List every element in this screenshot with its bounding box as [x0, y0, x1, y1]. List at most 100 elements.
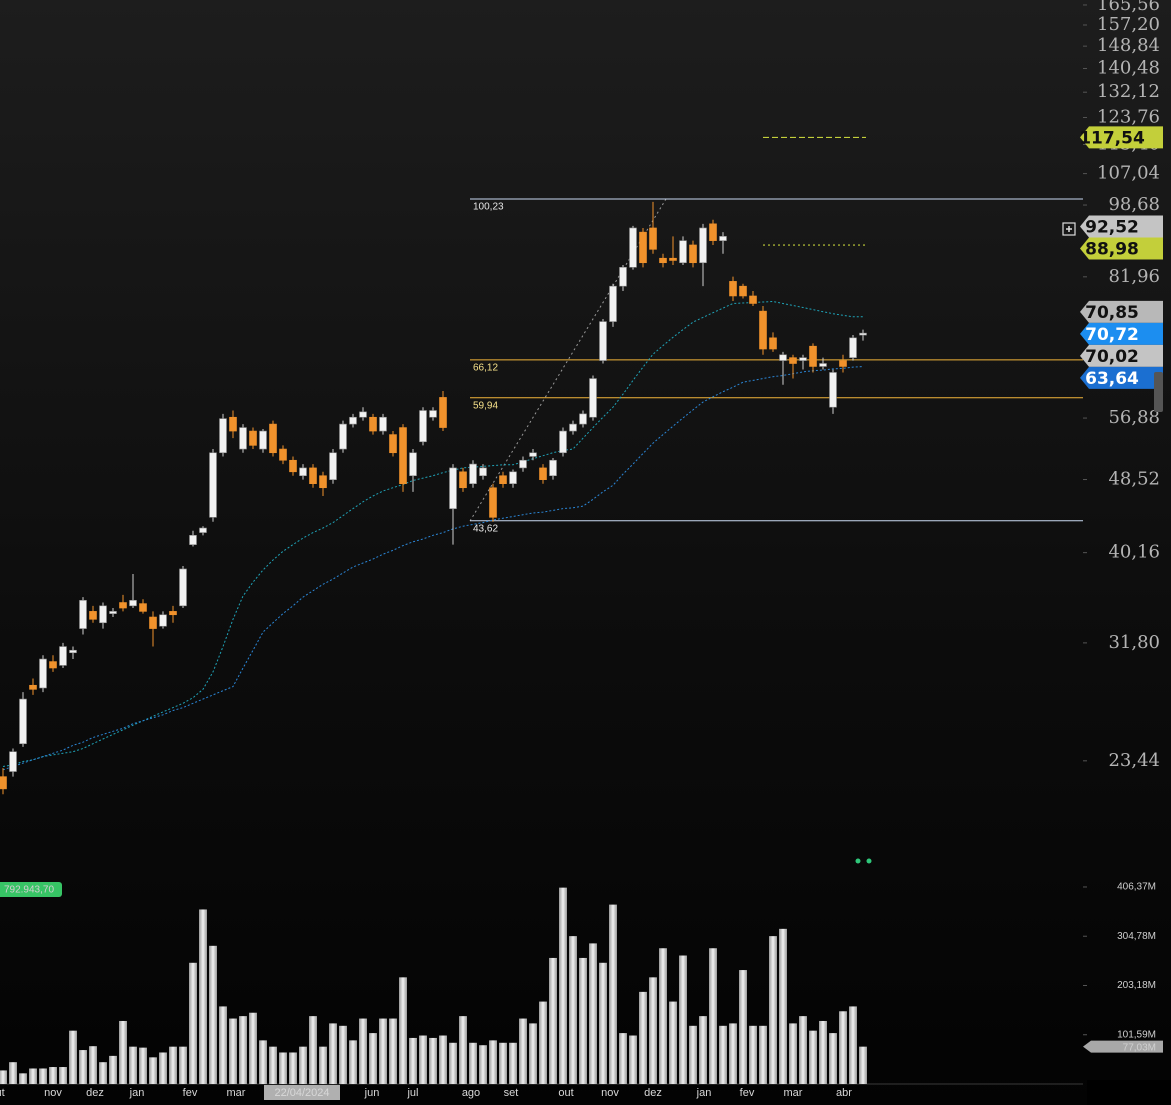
signal-dot	[855, 858, 861, 864]
volume-bar	[629, 1035, 637, 1084]
candle-body	[749, 295, 757, 304]
candle-body	[129, 600, 137, 607]
x-tick-label: nov	[601, 1087, 619, 1099]
candle-body	[799, 357, 807, 361]
volume-bar	[599, 962, 607, 1084]
candle-body	[459, 471, 467, 489]
price-tag-label: 70,85	[1085, 303, 1139, 323]
y-tick-label: 98,68	[1108, 194, 1160, 215]
volume-bar	[359, 1018, 367, 1084]
volume-bar	[789, 1023, 797, 1084]
candle-body	[99, 605, 107, 624]
plot-area: 100,23 66,12 59,94 43,62	[0, 136, 1083, 1084]
scroll-handle[interactable]	[1154, 372, 1163, 412]
y-tick-label: 107,04	[1097, 163, 1160, 184]
crosshair-icon[interactable]	[1062, 222, 1076, 236]
candle-body	[219, 418, 227, 454]
volume-bar	[79, 1050, 87, 1084]
volume-bar	[339, 1025, 347, 1084]
candle-body	[189, 535, 197, 545]
candle-body	[829, 372, 837, 408]
candle-body	[9, 751, 17, 772]
candle-body	[59, 646, 67, 666]
candle-body	[639, 231, 647, 264]
volume-bar	[229, 1018, 237, 1084]
volume-bar	[189, 962, 197, 1084]
x-tick-label: fev	[183, 1087, 198, 1099]
y-tick-label: 31,80	[1108, 632, 1160, 653]
candle-body	[419, 410, 427, 443]
candle-body	[779, 354, 787, 361]
x-tick-label: jun	[364, 1087, 380, 1099]
candle-body	[249, 430, 257, 446]
price-tag-label: 70,72	[1085, 325, 1139, 345]
candle-body	[679, 240, 687, 264]
volume-bar	[119, 1020, 127, 1084]
volume-bar	[129, 1046, 137, 1084]
volume-bar	[19, 1073, 27, 1084]
candle-body	[39, 658, 47, 689]
candle-body	[659, 257, 667, 264]
volume-bar	[489, 1040, 497, 1084]
volume-bar	[809, 1030, 817, 1084]
volume-tick-label: 101,59M	[1117, 1029, 1156, 1040]
volume-bar	[249, 1012, 257, 1084]
candle-body	[89, 611, 97, 620]
volume-bar	[289, 1052, 297, 1084]
candle-body	[429, 410, 437, 418]
x-tick-label: jul	[406, 1087, 418, 1099]
candle-body	[849, 337, 857, 358]
candle-body	[449, 467, 457, 509]
x-tick-label: mar	[784, 1087, 803, 1099]
price-tag	[1080, 300, 1163, 323]
x-tick-label: abr	[836, 1087, 852, 1099]
x-tick-label: mar	[227, 1087, 246, 1099]
volume-bar	[539, 1001, 547, 1084]
volume-bar	[739, 970, 747, 1084]
crosshair-box[interactable]	[1062, 222, 1076, 236]
volume-bar	[149, 1057, 157, 1084]
price-tag	[1080, 366, 1163, 389]
volume-last-tag	[1083, 1040, 1163, 1053]
candle-body	[589, 378, 597, 418]
candle-body	[739, 285, 747, 297]
volume-bar	[579, 957, 587, 1084]
volume-last-label: 77,03M	[1123, 1042, 1156, 1053]
y-tick-label: 123,76	[1097, 106, 1160, 127]
volume-bar	[609, 904, 617, 1084]
candle-body	[469, 463, 477, 484]
candle-body	[199, 527, 207, 533]
candle-body	[809, 345, 817, 367]
x-tick-label: jan	[129, 1087, 145, 1099]
candle-body	[709, 223, 717, 241]
volume-bar	[839, 1011, 847, 1084]
candle-body	[399, 427, 407, 484]
candle-body	[0, 776, 7, 790]
candle-body	[119, 602, 127, 609]
candle-body	[259, 430, 267, 450]
volume-bar	[0, 1070, 7, 1084]
volume-bar	[49, 1067, 57, 1084]
volume-bar	[699, 1016, 707, 1084]
candle-body	[619, 267, 627, 287]
volume-bar	[349, 1040, 357, 1084]
candle-body	[109, 611, 117, 614]
candle-body	[579, 413, 587, 425]
price-tag	[1080, 126, 1163, 149]
volume-bar	[669, 1001, 677, 1084]
volume-bar	[279, 1052, 287, 1084]
volume-bar	[509, 1042, 517, 1084]
candle-body	[769, 337, 777, 350]
x-tick-label: dez	[86, 1087, 104, 1099]
volume-bar	[459, 1016, 467, 1084]
y-tick-label: 132,12	[1097, 81, 1160, 102]
volume-bar	[199, 909, 207, 1084]
volume-bar	[859, 1046, 867, 1084]
volume-bar	[649, 977, 657, 1084]
volume-bar	[799, 1016, 807, 1084]
candle-body	[819, 363, 827, 367]
candle-body	[309, 467, 317, 484]
candle-body	[439, 397, 447, 428]
